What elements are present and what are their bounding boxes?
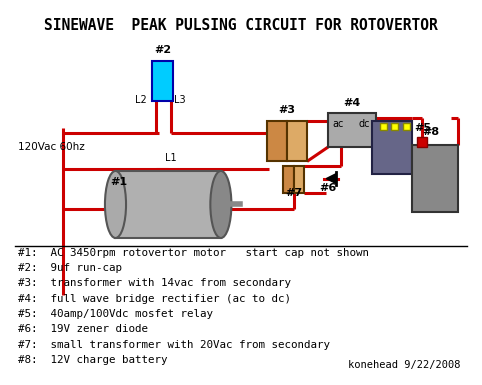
Text: 120Vac 60hz: 120Vac 60hz xyxy=(18,142,84,152)
Text: ac: ac xyxy=(332,119,343,129)
Text: konehead 9/22/2008: konehead 9/22/2008 xyxy=(348,360,460,370)
Text: dc: dc xyxy=(359,119,370,129)
Text: #4: #4 xyxy=(344,98,361,108)
Text: L1: L1 xyxy=(165,153,177,163)
Text: #6: #6 xyxy=(320,183,337,193)
Ellipse shape xyxy=(105,171,126,238)
Text: #3:  transformer with 14vac from secondary: #3: transformer with 14vac from secondar… xyxy=(18,278,291,288)
Bar xyxy=(283,166,294,193)
Bar xyxy=(403,123,410,130)
Text: #7: #7 xyxy=(285,188,302,198)
Text: #3: #3 xyxy=(279,105,295,116)
Text: #1:  AC 3450rpm rotovertor motor   start cap not shown: #1: AC 3450rpm rotovertor motor start ca… xyxy=(18,248,369,258)
Text: L2: L2 xyxy=(134,95,147,105)
Bar xyxy=(372,121,413,174)
Text: #5: #5 xyxy=(415,123,431,133)
Text: #2:  9uf run-cap: #2: 9uf run-cap xyxy=(18,263,122,273)
Bar xyxy=(267,121,287,161)
Text: #8:  12V charge battery: #8: 12V charge battery xyxy=(18,355,167,365)
Text: #7:  small transformer with 20Vac from secondary: #7: small transformer with 20Vac from se… xyxy=(18,340,330,350)
Text: #6:  19V zener diode: #6: 19V zener diode xyxy=(18,324,148,334)
Text: #4:  full wave bridge rectifier (ac to dc): #4: full wave bridge rectifier (ac to dc… xyxy=(18,294,291,304)
Bar xyxy=(391,123,398,130)
Text: L3: L3 xyxy=(174,95,186,105)
Bar xyxy=(294,166,304,193)
Text: SINEWAVE  PEAK PULSING CIRCUIT FOR ROTOVERTOR: SINEWAVE PEAK PULSING CIRCUIT FOR ROTOVE… xyxy=(44,18,438,33)
Bar xyxy=(116,171,221,238)
Text: #5:  40amp/100Vdc mosfet relay: #5: 40amp/100Vdc mosfet relay xyxy=(18,309,213,319)
Text: #2: #2 xyxy=(154,45,171,55)
Bar xyxy=(152,61,173,101)
Bar xyxy=(287,121,307,161)
Text: #8: #8 xyxy=(422,127,439,137)
Bar xyxy=(417,137,427,147)
Bar xyxy=(380,123,387,130)
Bar xyxy=(413,145,458,212)
Ellipse shape xyxy=(210,171,231,238)
Text: #1: #1 xyxy=(111,177,128,187)
Polygon shape xyxy=(326,174,336,183)
Bar xyxy=(328,114,376,147)
